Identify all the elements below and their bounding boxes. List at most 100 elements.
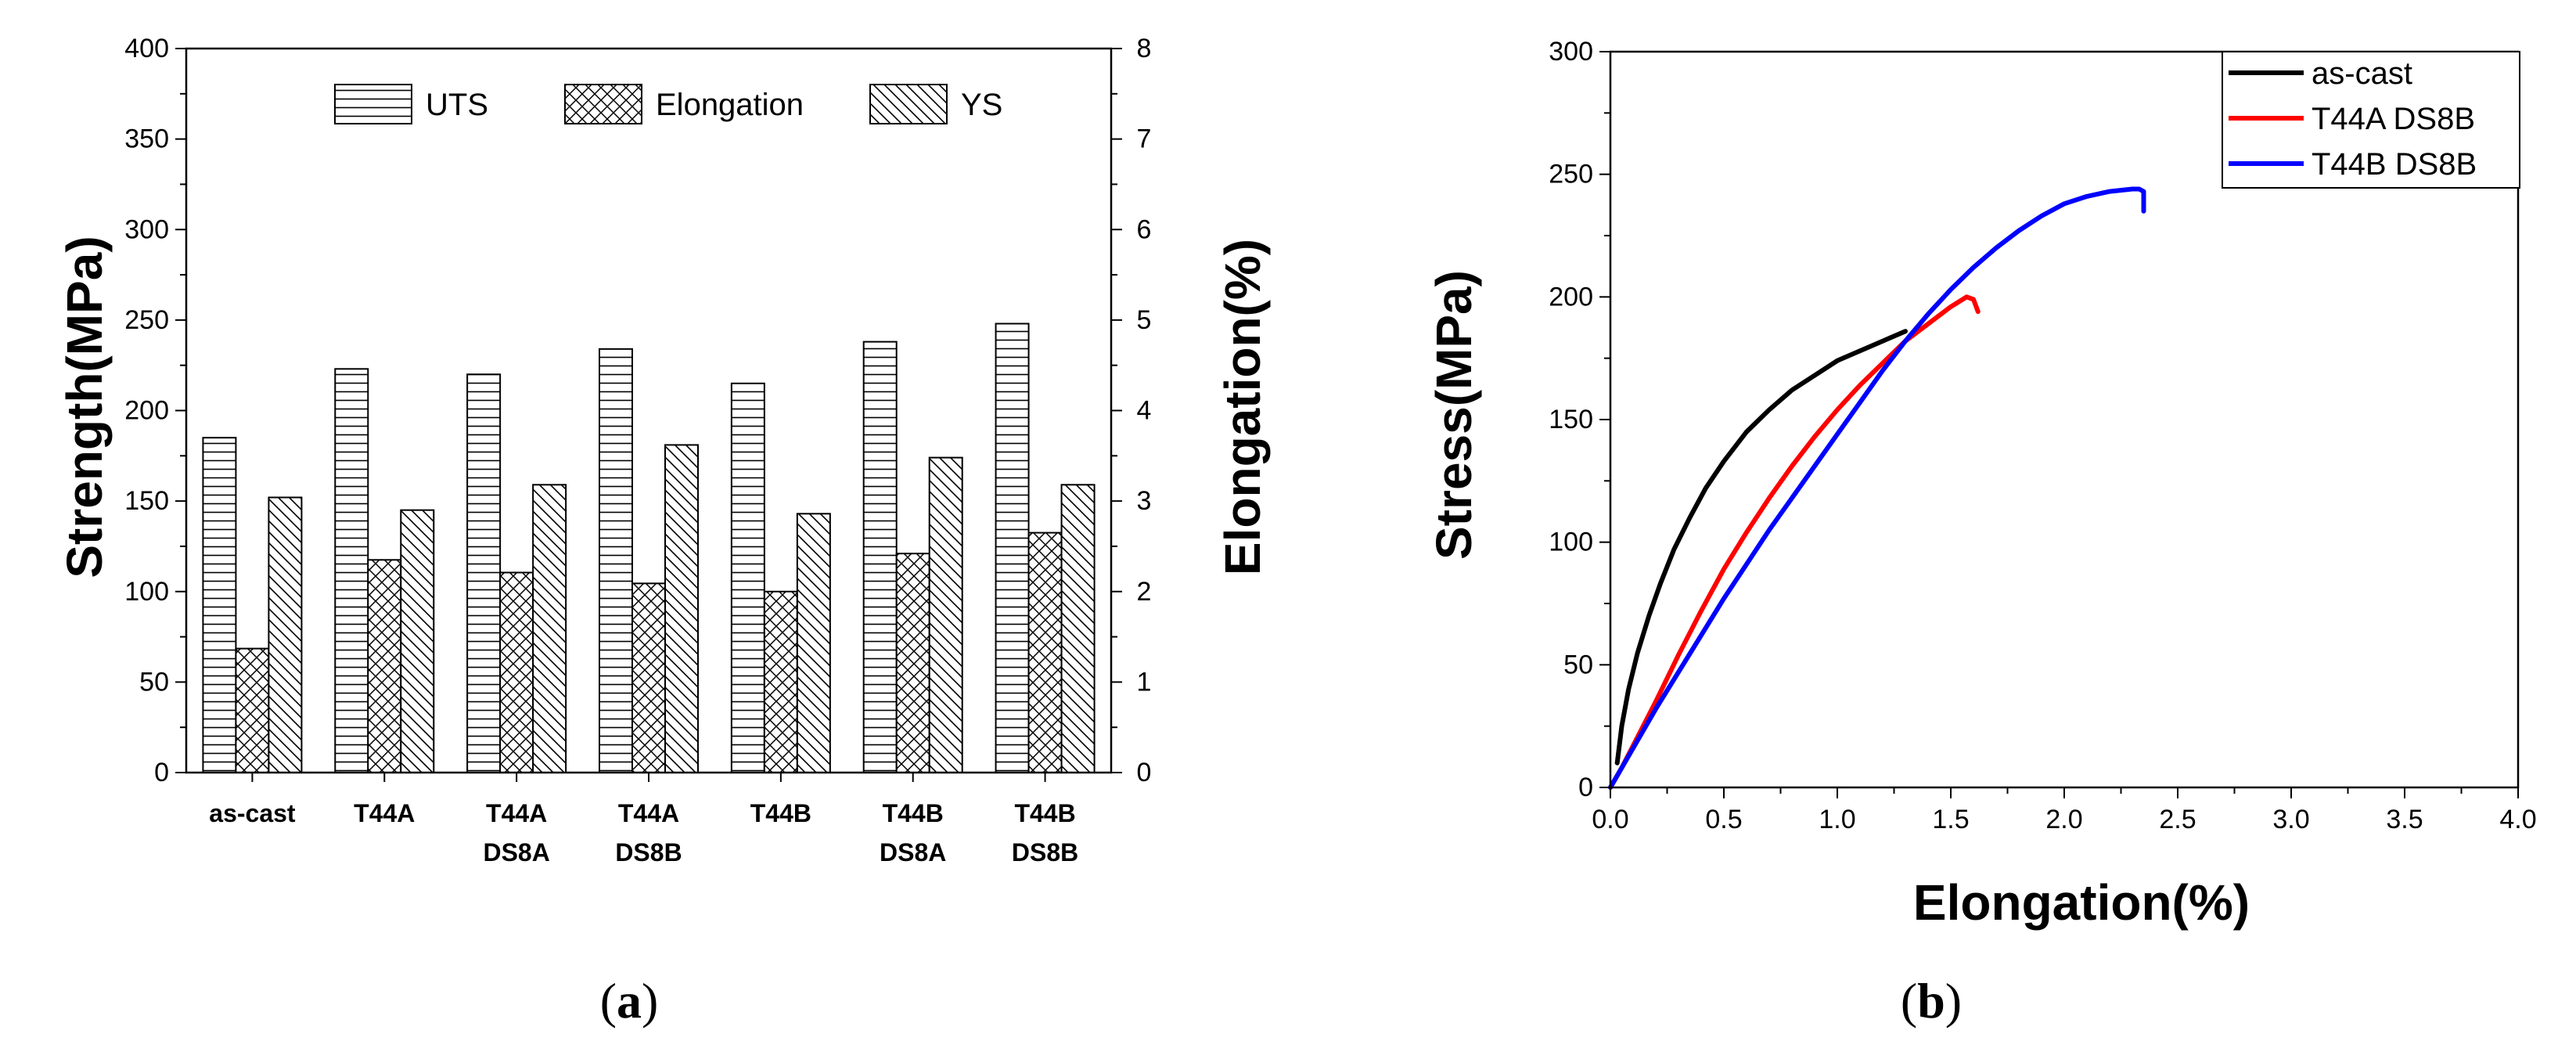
a-right-tick-label: 8 (1137, 34, 1152, 63)
legend-swatch-ys (869, 84, 948, 124)
b-xlabel: Elongation(%) (1913, 874, 2250, 931)
line-t44a-ds8b (1608, 294, 1981, 790)
b-y-tick-label: 50 (1563, 650, 1593, 679)
a-right-tick-label: 6 (1137, 214, 1152, 244)
a-left-axis: 0 50 100 150 200 250 300 350 400 (124, 34, 186, 787)
line-t44b-ds8b (1608, 186, 2146, 790)
bar-ys-t44b-ds8b (1060, 484, 1096, 773)
bar-ys-t44a-ds8b (664, 444, 699, 773)
bar-uts-t44a-ds8a (466, 373, 502, 773)
panel-a-bar-chart: 0 50 100 150 200 250 300 350 400 0 1 2 3 4 5 6 7 8 as-ca… (56, 34, 1271, 1029)
b-y-tick-label: 200 (1549, 282, 1593, 312)
b-x-tick-label: 1.0 (1819, 805, 1855, 834)
a-right-tick-label: 0 (1137, 758, 1152, 787)
a-y2label: Elongation(%) (1214, 239, 1271, 575)
category-label-t44a-ds8a-line2: DS8A (483, 838, 549, 866)
bar-ys-t44a-ds8a (532, 484, 567, 773)
a-right-tick-label: 7 (1137, 124, 1152, 154)
legend-label-ys: YS (961, 88, 1002, 122)
b-x-tick-label: 1.5 (1932, 805, 1969, 834)
a-bars (202, 322, 1096, 773)
category-label-t44b-ds8a-line2: DS8A (880, 838, 946, 866)
b-x-tick-label: 3.5 (2386, 805, 2423, 834)
b-lines (1608, 186, 2146, 790)
legend-swatch-elongation (564, 84, 642, 124)
a-left-tick-label: 350 (124, 124, 169, 154)
legend-swatch-uts (334, 84, 412, 124)
bar-ys-t44a (400, 509, 435, 773)
bar-uts-t44b-ds8b (995, 322, 1030, 773)
bar-uts-t44b (730, 382, 765, 773)
legend-label-elongation: Elongation (656, 88, 804, 122)
bar-elongation-t44b (763, 590, 798, 773)
category-label-t44a-ds8b-line2: DS8B (615, 838, 682, 866)
a-left-tick-label: 100 (124, 577, 169, 607)
a-right-tick-label: 3 (1137, 486, 1152, 516)
category-label-as-cast: as-cast (209, 799, 296, 827)
legend-label-t44b-ds8b: T44B DS8B (2312, 147, 2477, 182)
panel-b-line-chart: 0 50 100 150 200 250 300 0.0 0.5 1.0 1.5 2.0 2.5 3.0… (1426, 37, 2537, 1029)
b-y-tick-label: 150 (1549, 405, 1593, 434)
a-right-tick-label: 1 (1137, 667, 1152, 697)
b-x-tick-label: 2.0 (2045, 805, 2082, 834)
b-y-tick-label: 0 (1578, 773, 1593, 802)
bar-uts-t44b-ds8a (862, 340, 898, 773)
bar-uts-t44a (334, 368, 369, 773)
b-ylabel: Stress(MPa) (1426, 270, 1482, 560)
legend-label-as-cast: as-cast (2312, 56, 2412, 91)
bar-elongation-t44a-ds8b (631, 582, 666, 773)
b-x-tick-label: 2.5 (2159, 805, 2196, 834)
b-y-tick-label: 250 (1549, 160, 1593, 189)
a-left-tick-label: 50 (139, 667, 169, 697)
bar-elongation-t44b-ds8b (1027, 531, 1063, 773)
b-y-tick-label: 100 (1549, 528, 1593, 557)
a-category-labels: as-cast T44A T44A DS8A T44A DS8B T44B T44B DS8A T… (209, 773, 1078, 866)
category-label-t44b: T44B (750, 799, 811, 827)
caption-b-open: ( (1901, 973, 1917, 1029)
category-label-t44a-ds8a-line1: T44A (486, 799, 547, 827)
a-ylabel: Strength(MPa) (56, 236, 113, 578)
a-right-tick-label: 5 (1137, 305, 1152, 335)
a-right-tick-label: 4 (1137, 396, 1152, 426)
caption-a: (a) (600, 973, 659, 1029)
a-left-tick-label: 0 (154, 758, 169, 787)
b-x-tick-label: 0.0 (1592, 805, 1628, 834)
caption-b-letter: b (1917, 973, 1945, 1029)
bar-elongation-as-cast (235, 647, 270, 773)
b-y-axis: 0 50 100 150 200 250 300 (1549, 37, 1610, 802)
caption-a-open: ( (600, 973, 617, 1029)
a-left-tick-label: 200 (124, 396, 169, 426)
category-label-t44b-ds8a-line1: T44B (883, 799, 944, 827)
a-left-tick-label: 300 (124, 214, 169, 244)
caption-b-close: ) (1945, 973, 1962, 1029)
b-x-axis: 0.0 0.5 1.0 1.5 2.0 2.5 3.0 3.5 4.0 (1592, 787, 2537, 834)
a-right-axis: 0 1 2 3 4 5 6 7 8 (1111, 34, 1151, 787)
a-legend: UTS Elongation YS (334, 84, 1002, 124)
caption-b: (b) (1901, 973, 1962, 1029)
bar-elongation-t44b-ds8a (895, 553, 930, 773)
bar-uts-as-cast (202, 437, 237, 773)
b-x-tick-label: 3.0 (2272, 805, 2309, 834)
caption-a-letter: a (617, 973, 642, 1029)
b-x-tick-label: 0.5 (1705, 805, 1742, 834)
line-as-cast (1614, 329, 1908, 766)
caption-a-close: ) (642, 973, 658, 1029)
legend-label-t44a-ds8b: T44A DS8B (2312, 102, 2475, 136)
bar-ys-as-cast (268, 496, 303, 773)
b-legend: as-cast T44A DS8B T44B DS8B (2222, 51, 2520, 189)
a-right-tick-label: 2 (1137, 577, 1152, 607)
bar-uts-t44a-ds8b (599, 348, 633, 773)
a-left-tick-label: 150 (124, 486, 169, 516)
b-x-tick-label: 4.0 (2499, 805, 2536, 834)
bar-ys-t44b (796, 513, 831, 773)
legend-label-uts: UTS (426, 88, 488, 122)
b-y-tick-label: 300 (1549, 37, 1593, 67)
a-left-tick-label: 250 (124, 305, 169, 335)
category-label-t44b-ds8b-line1: T44B (1014, 799, 1075, 827)
category-label-t44a-ds8b-line1: T44A (618, 799, 679, 827)
bar-elongation-t44a-ds8a (499, 571, 534, 773)
bar-elongation-t44a (367, 559, 402, 773)
category-label-t44a: T44A (354, 799, 415, 827)
category-label-t44b-ds8b-line2: DS8B (1012, 838, 1078, 866)
